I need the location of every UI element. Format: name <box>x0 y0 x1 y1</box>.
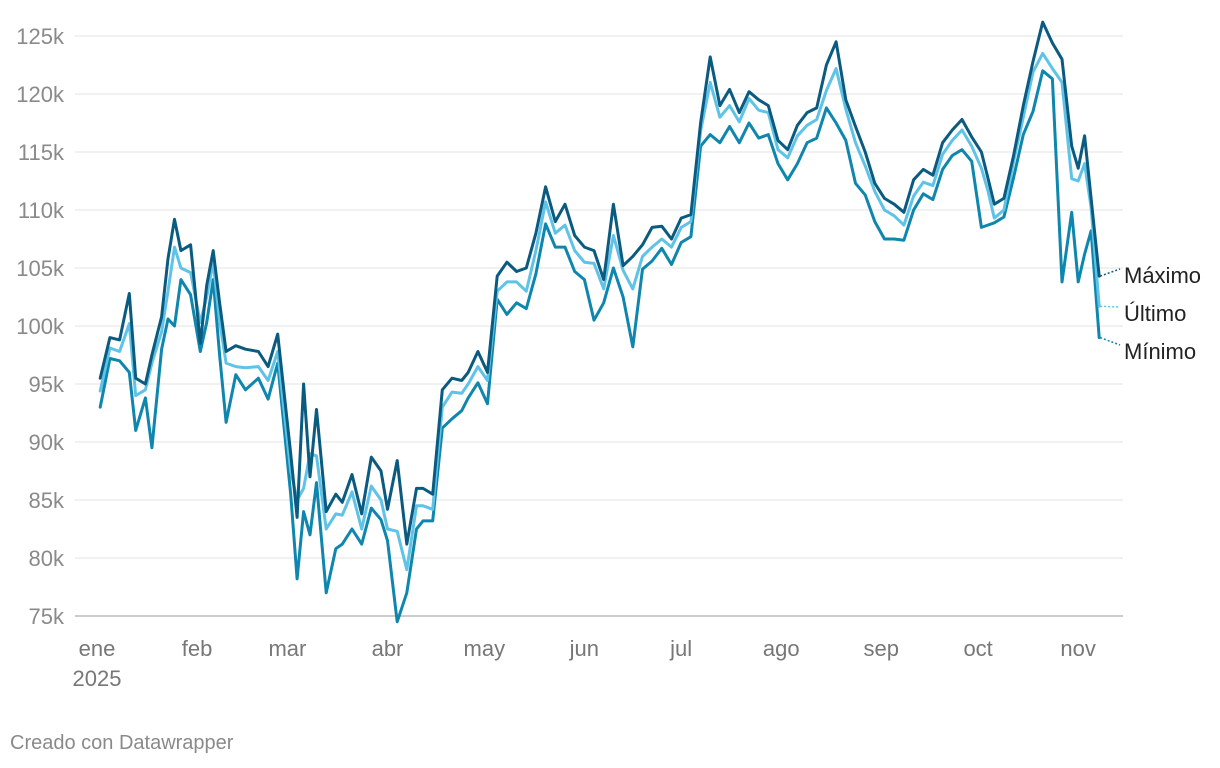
label-connector <box>1099 268 1121 277</box>
x-tick-label: abr <box>372 636 404 661</box>
y-tick-label: 95k <box>29 372 65 397</box>
label-connector <box>1099 336 1121 346</box>
y-tick-label: 80k <box>29 546 65 571</box>
series-line <box>98 20 1101 546</box>
x-tick-sublabel: 2025 <box>73 666 122 691</box>
series-labels: Máximo Último Mínimo <box>1099 263 1201 364</box>
y-tick-label: 115k <box>18 140 65 165</box>
series-label: Último <box>1124 301 1186 326</box>
x-tick-label: ago <box>763 636 800 661</box>
x-tick-label: mar <box>268 636 306 661</box>
y-tick-label: 125k <box>16 24 65 49</box>
y-tick-label: 110k <box>18 198 65 223</box>
credit-text: Creado con Datawrapper <box>10 732 234 754</box>
series-lines <box>98 20 1101 624</box>
y-tick-label: 100k <box>16 314 65 339</box>
x-axis-ticks: ene 2025 feb mar abr may jun jul ago sep oct nov <box>73 636 1096 691</box>
series-label: Máximo <box>1124 263 1201 288</box>
x-tick-label: oct <box>963 636 992 661</box>
x-tick-label: sep <box>864 636 899 661</box>
x-tick-label: ene <box>79 636 116 661</box>
series-line <box>98 51 1101 572</box>
x-tick-label: jul <box>669 636 692 661</box>
label-connector <box>1100 305 1121 308</box>
x-tick-label: nov <box>1060 636 1095 661</box>
y-tick-label: 90k <box>29 430 65 455</box>
series-line <box>98 69 1101 624</box>
x-tick-label: jun <box>569 636 599 661</box>
y-tick-label: 120k <box>16 82 65 107</box>
y-tick-label: 105k <box>16 256 65 281</box>
y-axis-ticks: 125k 120k 115k 110k 105k 100k 95k 90k 85k 80k 75k <box>16 24 65 629</box>
y-tick-label: 85k <box>29 488 65 513</box>
grid-lines <box>75 35 1123 617</box>
x-tick-label: feb <box>182 636 213 661</box>
y-tick-label: 75k <box>29 604 65 629</box>
series-label: Mínimo <box>1124 339 1196 364</box>
x-tick-label: may <box>464 636 506 661</box>
